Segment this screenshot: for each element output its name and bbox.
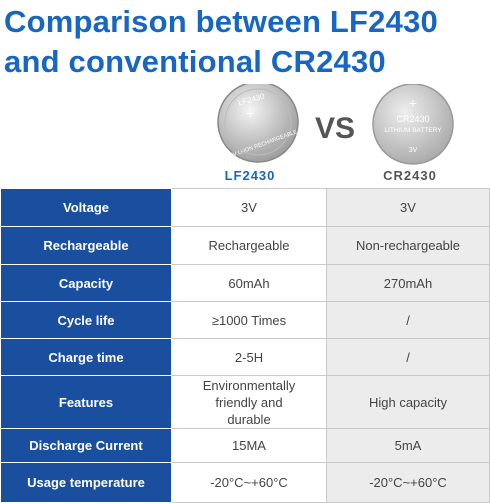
table-cell: 15MA (171, 428, 327, 463)
table-cell: ≥1000 Times (171, 301, 327, 339)
table-cell: -20°C~+60°C (326, 462, 490, 503)
svg-text:+: + (409, 95, 417, 111)
cell-text: Features (58, 394, 114, 410)
title-line: Comparison between LF2430 (4, 4, 438, 39)
title: Comparison between LF2430 and convention… (4, 2, 438, 82)
cell-text: / (406, 349, 410, 365)
battery-label: CR2430 (383, 168, 437, 183)
table-row: Discharge Current 15MA 5mA (0, 428, 490, 463)
vs: VS (315, 112, 355, 145)
cell-text: 5mA (394, 438, 422, 453)
table-cell: 5mA (326, 428, 490, 463)
table-cell: 3V (171, 188, 327, 227)
cell-text: 270mAh (383, 275, 433, 291)
cell-text: Charge time (48, 349, 124, 365)
cell-text: Rechargeable (43, 238, 129, 253)
cell-text: Capacity (58, 275, 114, 291)
table-cell: Rechargeable (171, 226, 327, 265)
table-row: Usage temperature -20°C~+60°C -20°C~+60°C (0, 462, 490, 503)
title-line: and conventional CR2430 (4, 44, 386, 79)
table-cell: 270mAh (326, 264, 490, 302)
cell-text: Discharge Current (29, 438, 143, 453)
table-cell: / (326, 301, 490, 339)
cell-text: Usage temperature (27, 475, 145, 490)
cell-text: / (406, 312, 410, 328)
table-row: Capacity 60mAh 270mAh (0, 264, 490, 302)
table-cell: 2-5H (171, 338, 327, 376)
cell-text: Non-rechargeable (355, 238, 461, 253)
cell-text: ≥1000 Times (211, 312, 287, 328)
table-cell: / (326, 338, 490, 376)
cell-text: 3V (241, 200, 257, 215)
table-row: Voltage 3V 3V (0, 188, 490, 227)
cell-text: -20°C~+60°C (210, 475, 288, 490)
table-cell: Non-rechargeable (326, 226, 490, 265)
row-label: Charge time (0, 338, 172, 376)
lf-battery: LF2430 + 3.7V Li-ION RECHARGEABLE (217, 84, 299, 163)
cell-text: Voltage (63, 200, 109, 215)
row-label: Capacity (0, 264, 172, 302)
table-row: Charge time 2-5H / (0, 338, 490, 376)
cr-battery: + CR2430 LITHIUM BATTERY 3V (372, 84, 454, 165)
row-label: Usage temperature (0, 462, 172, 503)
battery-imprint: CR2430 (396, 114, 429, 124)
cell-text: 15MA (232, 438, 266, 453)
row-label: Features (0, 375, 172, 429)
row-label: Voltage (0, 188, 172, 227)
table-row: Features Environmentally friendly and dur… (0, 375, 490, 429)
cell-text: 3V (400, 200, 416, 215)
battery-label: LF2430 (225, 168, 276, 183)
table-cell: Environmentally friendly and durable (171, 375, 327, 429)
battery-imprint: LITHIUM BATTERY (384, 127, 442, 134)
battery-imprint: 3V (409, 147, 418, 154)
table-cell: 60mAh (171, 264, 327, 302)
comparison-table: Voltage 3V 3V Rechargeable Rechargeable Non-r… (0, 188, 490, 503)
row-label: Discharge Current (0, 428, 172, 463)
svg-text:+: + (246, 105, 254, 121)
cell-text: -20°C~+60°C (369, 475, 447, 490)
cell-text: 60mAh (228, 275, 270, 291)
cell-text: Cycle life (57, 312, 115, 328)
cell-text: 2-5H (234, 349, 264, 365)
table-row: Cycle life ≥1000 Times / (0, 301, 490, 339)
row-label: Rechargeable (0, 226, 172, 265)
cell-text: Environmentally friendly and durable (202, 377, 296, 427)
cell-text: Rechargeable (208, 238, 290, 253)
table-cell: High capacity (326, 375, 490, 429)
battery-art: LF2430 + 3.7V Li-ION RECHARGEABLE VS + C… (217, 84, 454, 183)
table-cell: -20°C~+60°C (171, 462, 327, 503)
table-row: Rechargeable Rechargeable Non-rechargeable (0, 226, 490, 265)
table-cell: 3V (326, 188, 490, 227)
cell-text: High capacity (368, 394, 448, 410)
row-label: Cycle life (0, 301, 172, 339)
